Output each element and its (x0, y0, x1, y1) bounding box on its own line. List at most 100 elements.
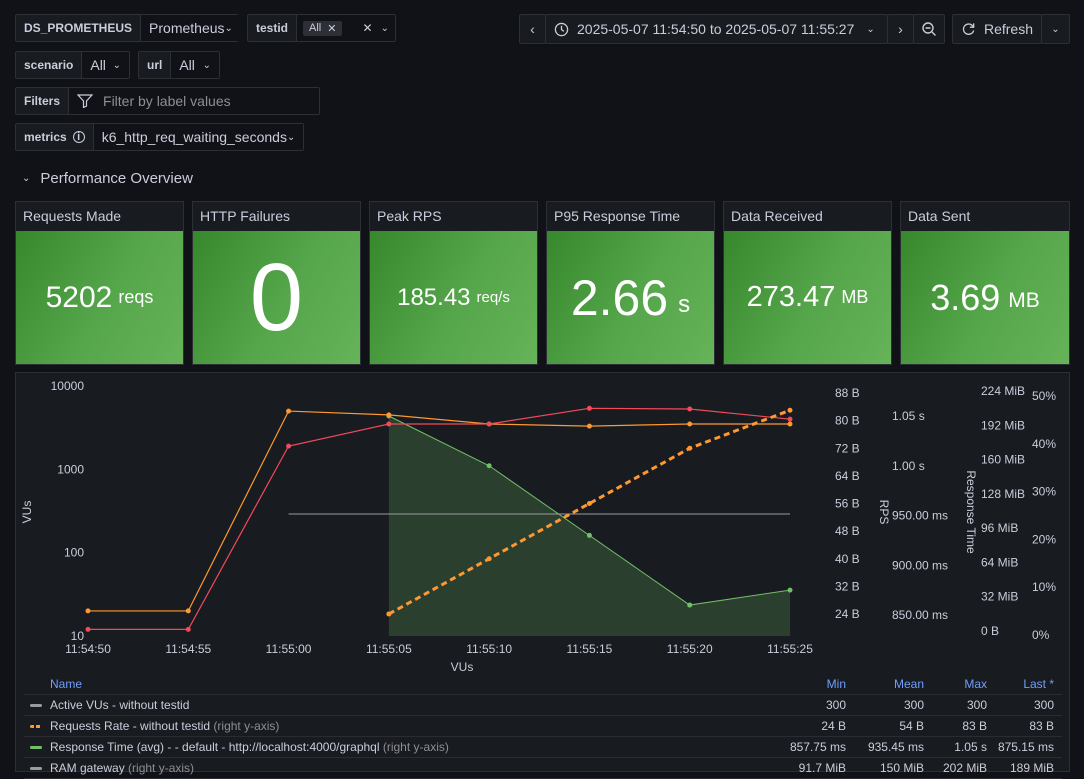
ds-prometheus-select[interactable]: Prometheus ⌄ (141, 15, 241, 41)
legend-swatch (30, 745, 42, 749)
scenario-select[interactable]: All ⌄ (82, 52, 129, 78)
orange-series-point (586, 423, 592, 429)
legend-mean: 54 B (899, 719, 924, 733)
ds-prometheus-variable: DS_PROMETHEUS Prometheus ⌄ (15, 14, 241, 42)
mib-tick-label: 224 MiB (981, 384, 1025, 398)
legend-last: 875.15 ms (997, 740, 1054, 754)
time-forward-button[interactable]: › (887, 14, 914, 44)
legend-max: 300 (966, 698, 987, 712)
legend-row[interactable]: RAM gateway (right y-axis) 91.7 MiB 150 Mi… (24, 758, 1062, 779)
legend-axis-note: (right y-axis) (213, 719, 280, 733)
legend-header-mean[interactable]: Mean (893, 677, 924, 691)
x-tick-label: 11:55:00 (266, 642, 312, 656)
x-axis-label: VUs (451, 660, 474, 674)
time-tick-label: 850.00 ms (892, 608, 948, 622)
bytes-tick-label: 72 B (835, 441, 860, 455)
stat-value: 185.43 (397, 283, 471, 311)
testid-select[interactable]: All ✕ ✕ ⌄ (297, 15, 395, 41)
metrics-label-text: metrics (24, 130, 67, 144)
legend-row[interactable]: Response Time (avg) - - default - http:/… (24, 737, 1062, 758)
stat-body: 273.47 MB (724, 231, 891, 364)
legend-min: 24 B (821, 719, 846, 733)
filters-label: Filters (16, 88, 70, 114)
chevron-right-icon: › (898, 21, 903, 37)
ds-prometheus-label: DS_PROMETHEUS (16, 15, 142, 41)
requests-rate-point (386, 611, 392, 617)
chevron-down-icon: ⌄ (286, 131, 296, 143)
mib-tick-label: 160 MiB (981, 453, 1025, 467)
response-time-point (787, 587, 793, 593)
stat-body: 0 (193, 231, 360, 364)
url-select[interactable]: All ⌄ (171, 52, 219, 78)
y-tick-label: 1000 (57, 462, 84, 476)
bytes-tick-label: 88 B (835, 386, 860, 400)
url-label: url (139, 52, 172, 78)
zoom-out-button[interactable] (913, 14, 945, 44)
legend-last: 189 MiB (1009, 761, 1054, 775)
stat-value: 3.69 (930, 276, 1001, 318)
stat-peak-rps: Peak RPS 185.43 req/s (369, 201, 538, 365)
y-axis-label: VUs (20, 501, 34, 524)
stat-http-failures: HTTP Failures 0 (192, 201, 361, 365)
x-tick-label: 11:55:20 (667, 642, 713, 656)
x-tick-label: 11:55:15 (567, 642, 613, 656)
scenario-value: All (90, 57, 106, 73)
info-icon[interactable]: i (72, 131, 85, 143)
stat-title: P95 Response Time (554, 208, 681, 224)
time-range-label: 2025-05-07 11:54:50 to 2025-05-07 11:55:… (577, 21, 855, 37)
legend-max: 83 B (962, 719, 987, 733)
rps-axis-label: RPS (877, 500, 891, 525)
stat-value: 2.66 (570, 269, 669, 326)
metrics-select[interactable]: k6_http_req_waiting_seconds ⌄ (93, 124, 304, 150)
row-header[interactable]: ⌄ Performance Overview (22, 170, 193, 187)
response-time-area (388, 416, 790, 636)
time-tick-label: 950.00 ms (892, 509, 948, 523)
bytes-tick-label: 32 B (835, 579, 860, 593)
filters-input[interactable]: Filter by label values (69, 88, 319, 114)
legend-row[interactable]: Active VUs - without testid 300 300 300 300 (24, 695, 1062, 716)
time-tick-label: 900.00 ms (892, 558, 948, 572)
red-series-point (586, 405, 592, 411)
legend-header-min[interactable]: Min (826, 677, 846, 691)
mib-tick-label: 96 MiB (981, 521, 1018, 535)
refresh-label: Refresh (983, 21, 1034, 37)
row-title: Performance Overview (40, 170, 193, 187)
scenario-variable: scenario All ⌄ (15, 51, 130, 79)
response-time-point (486, 463, 492, 469)
filter-icon (77, 94, 94, 108)
orange-series-point (787, 421, 793, 427)
stat-title: Data Sent (908, 208, 971, 224)
legend-last: 300 (1033, 698, 1054, 712)
legend-header-name[interactable]: Name (50, 677, 83, 691)
metrics-label: metrics i (16, 124, 94, 150)
x-tick-label: 11:54:55 (165, 642, 211, 656)
refresh-button[interactable]: Refresh (952, 14, 1042, 44)
legend-header: Name Min Mean Max Last * (24, 674, 1062, 695)
chevron-down-icon: ⌄ (202, 59, 211, 71)
zoom-out-icon (922, 22, 936, 36)
refresh-icon (962, 22, 975, 35)
bytes-tick-label: 24 B (835, 607, 860, 621)
time-tick-label: 1.05 s (892, 409, 925, 423)
response-time-point (687, 602, 693, 608)
requests-rate-point (787, 407, 793, 413)
pct-tick-label: 0% (1032, 628, 1050, 642)
time-back-button[interactable]: ‹ (519, 14, 546, 44)
pct-tick-label: 30% (1032, 485, 1056, 499)
y-tick-label: 100 (64, 546, 84, 560)
stat-body: 185.43 req/s (370, 231, 537, 364)
mib-tick-label: 64 MiB (981, 555, 1018, 569)
clear-icon[interactable]: ✕ (362, 21, 373, 35)
stat-unit: reqs (118, 287, 154, 307)
chevron-down-icon: ⌄ (866, 23, 875, 35)
close-icon[interactable]: ✕ (327, 22, 337, 35)
pct-tick-label: 10% (1032, 580, 1056, 594)
pct-tick-label: 40% (1032, 437, 1056, 451)
time-range-picker[interactable]: 2025-05-07 11:54:50 to 2025-05-07 11:55:… (545, 14, 888, 44)
legend-row[interactable]: Requests Rate - without testid (right y-… (24, 716, 1062, 737)
refresh-interval-button[interactable]: ⌄ (1041, 14, 1070, 44)
legend-header-max[interactable]: Max (964, 677, 987, 691)
orange-series-point (185, 608, 191, 614)
legend-last: 83 B (1029, 719, 1054, 733)
legend-header-last[interactable]: Last * (1023, 677, 1054, 691)
